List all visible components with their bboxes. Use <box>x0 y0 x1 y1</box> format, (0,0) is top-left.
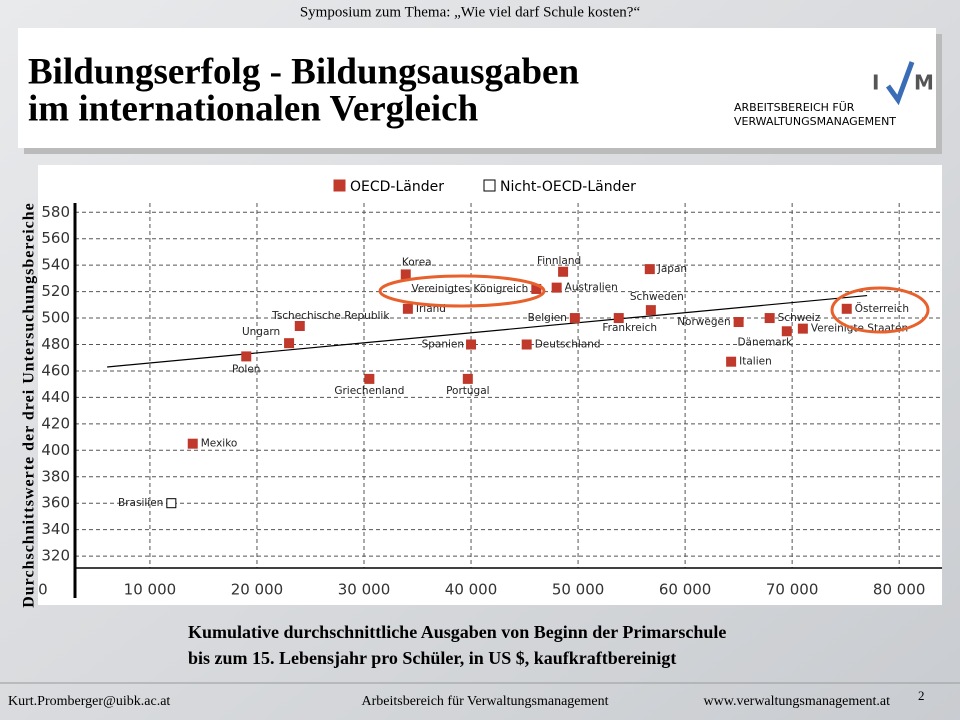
point-label: Japan <box>657 263 687 275</box>
highlight <box>378 274 546 308</box>
unit-label: ARBEITSBEREICH FÜR <box>734 101 855 114</box>
point-label: Finnland <box>537 255 581 267</box>
point <box>558 266 569 277</box>
highlight <box>830 286 930 334</box>
x-tick-label: 70 000 <box>766 581 819 599</box>
y-tick-label: 400 <box>41 441 70 459</box>
trend-line <box>107 294 868 368</box>
header-box <box>18 28 936 148</box>
x-tick-label: 50 000 <box>552 581 605 599</box>
x-tick-label: 40 000 <box>445 581 498 599</box>
x-tick-label: 0 <box>38 581 48 599</box>
plot: 320 340 360 380 400 420 440 460 480 500 520 540 560 5… <box>38 179 942 599</box>
x-axis-label: bis zum 15. Lebensjahr pro Schüler, in U… <box>188 648 676 668</box>
legend-marker <box>483 179 496 192</box>
point-label: Italien <box>739 356 772 368</box>
x-tick-label: 10 000 <box>124 581 177 599</box>
point <box>241 351 252 362</box>
point-label: Polen <box>232 363 260 375</box>
point-label: Österreich <box>855 302 909 315</box>
point <box>462 373 473 384</box>
y-tick-label: 320 <box>41 547 70 565</box>
footer-email: Kurt.Promberger@uibk.ac.at <box>8 694 170 709</box>
point-label: Ungarn <box>242 326 280 338</box>
point <box>294 320 305 331</box>
point <box>466 339 477 350</box>
point <box>166 498 177 509</box>
point-label: Belgien <box>528 312 567 324</box>
point-label: Portugal <box>446 385 490 397</box>
y-tick-label: 580 <box>41 203 70 221</box>
legend-label: OECD-Länder <box>350 179 444 195</box>
point-label: Tschechische Republik <box>271 310 390 322</box>
x-axis-label: Kumulative durchschnittliche Ausgaben vo… <box>188 622 726 642</box>
x-tick-label: 20 000 <box>231 581 284 599</box>
point-label: Brasilien <box>118 497 163 509</box>
point <box>613 313 624 324</box>
point-label: Korea <box>402 256 432 268</box>
point-label: Australien <box>565 282 618 294</box>
point <box>551 282 562 293</box>
x-tick-label: 60 000 <box>659 581 712 599</box>
unit-label: VERWALTUNGSMANAGEMENT <box>734 115 896 128</box>
legend-label: Nicht-OECD-Länder <box>500 179 636 195</box>
y-tick-label: 460 <box>41 361 70 379</box>
point <box>569 313 580 324</box>
point-label: Dänemark <box>737 336 793 348</box>
point <box>400 269 411 280</box>
y-tick-label: 520 <box>41 282 70 300</box>
y-tick-label: 440 <box>41 388 70 406</box>
point <box>521 339 532 350</box>
point <box>797 323 808 334</box>
point <box>841 303 852 314</box>
y-tick-label: 500 <box>41 309 70 327</box>
y-axis-label: Durchschnittswerte der drei Untersuchung… <box>21 202 38 608</box>
y-tick-label: 480 <box>41 335 70 353</box>
footer-web: www.verwaltungsmanagement.at <box>704 694 891 709</box>
footer-unit: Arbeitsbereich für Verwaltungsmanagement <box>362 694 609 709</box>
point <box>187 438 198 449</box>
legend-marker <box>333 179 346 192</box>
point-label: Deutschland <box>535 339 601 351</box>
point-label: Spanien <box>422 339 464 351</box>
x-tick-label: 80 000 <box>873 581 926 599</box>
point-label: Vereinigtes Königreich <box>412 283 529 295</box>
logo: I <box>872 71 879 95</box>
y-tick-label: 540 <box>41 256 70 274</box>
point-label: Schweden <box>630 291 684 303</box>
page-number: 2 <box>918 688 925 703</box>
x-tick-label: 30 000 <box>338 581 391 599</box>
point-label: Mexiko <box>201 438 238 450</box>
point-label: Schweiz <box>778 312 821 324</box>
y-tick-label: 420 <box>41 414 70 432</box>
title: im internationalen Vergleich <box>28 88 479 129</box>
point <box>764 313 775 324</box>
point <box>733 317 744 328</box>
point-label: Griechenland <box>334 385 404 397</box>
point-label: Frankreich <box>602 322 657 334</box>
y-tick-label: 380 <box>41 467 70 485</box>
event-title: Symposium zum Thema: „Wie viel darf Schu… <box>300 4 641 20</box>
y-tick-label: 340 <box>41 520 70 538</box>
point <box>284 338 295 349</box>
point <box>781 326 792 337</box>
y-tick-label: 360 <box>41 494 70 512</box>
point <box>364 373 375 384</box>
logo-check <box>885 61 915 106</box>
chart-area <box>38 165 942 605</box>
point <box>644 264 655 275</box>
title: Bildungserfolg - Bildungsausgaben <box>28 51 579 92</box>
point <box>645 305 656 316</box>
point-label: Norwegen <box>677 316 730 328</box>
y-tick-label: 560 <box>41 229 70 247</box>
point <box>402 303 413 314</box>
logo: M <box>914 71 934 95</box>
point <box>726 356 737 367</box>
